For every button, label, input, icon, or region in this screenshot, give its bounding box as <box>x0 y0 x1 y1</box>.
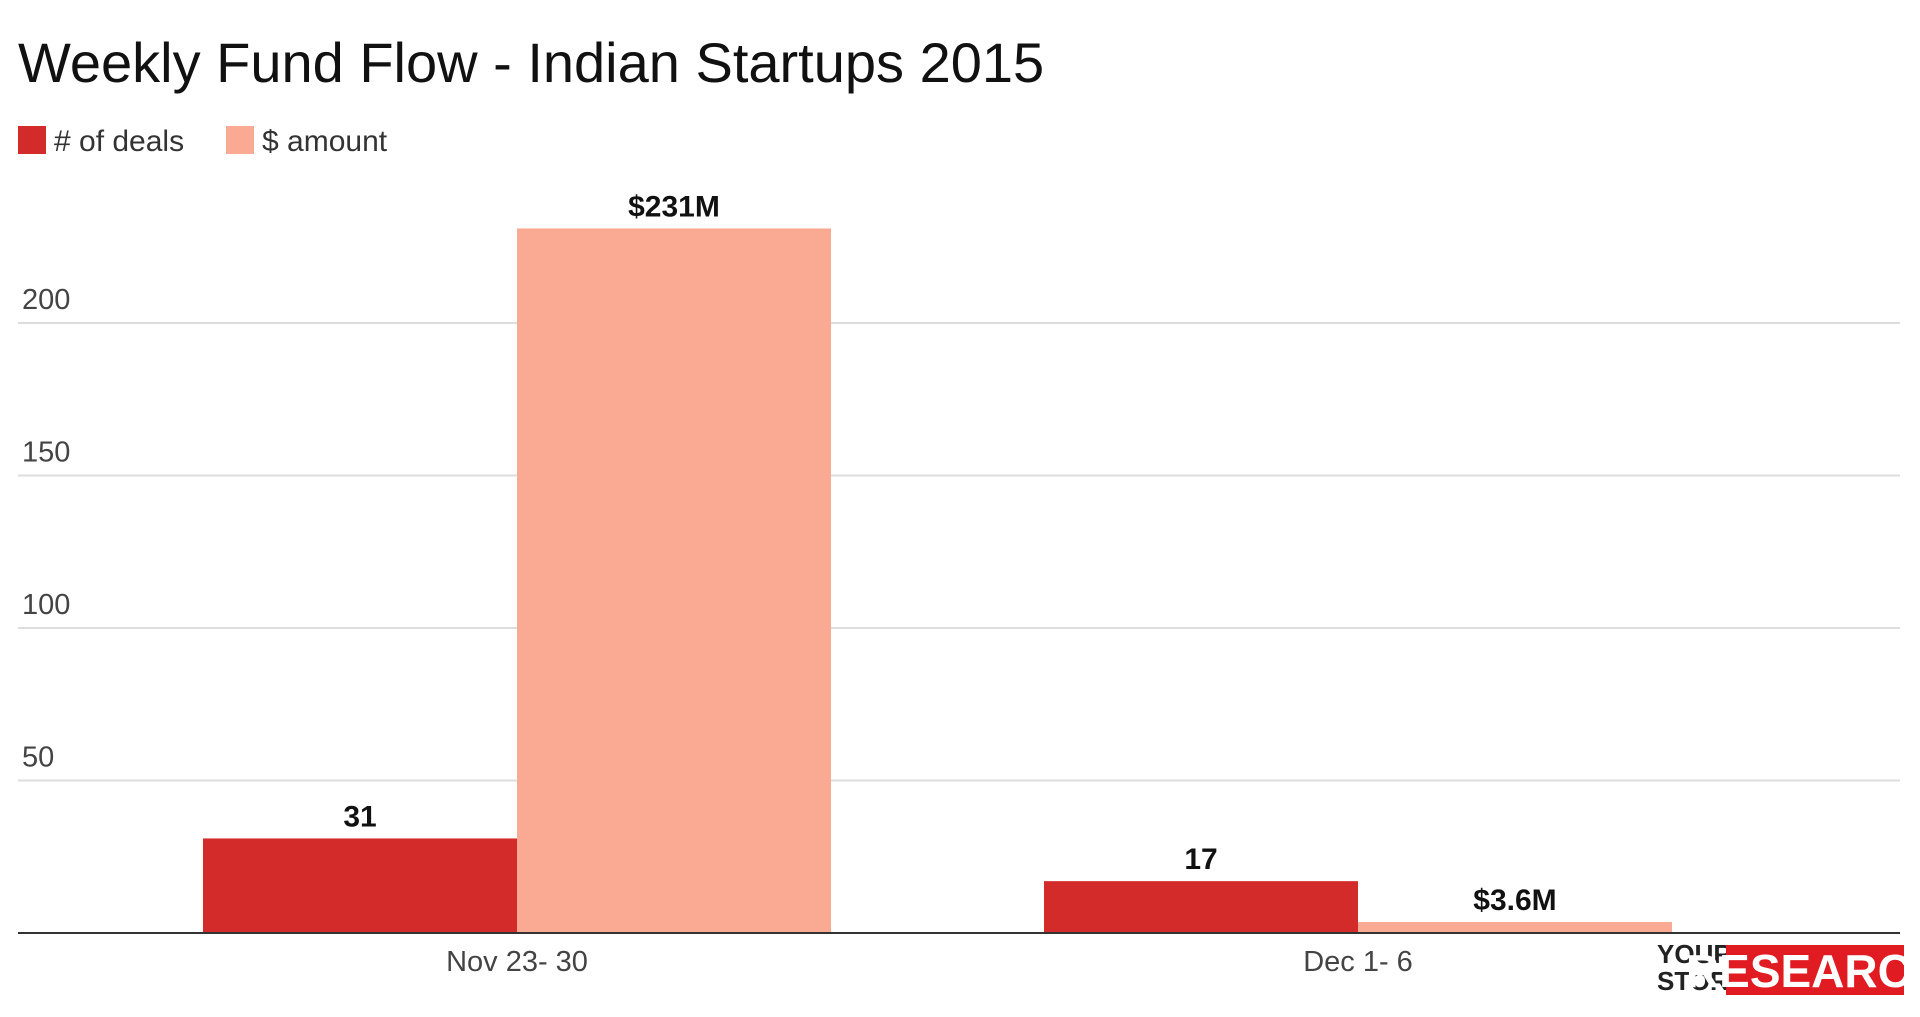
data-label-deals-2: 17 <box>1184 843 1217 876</box>
legend-swatch-amount <box>226 126 254 154</box>
yourstory-research-logo: YOUR STORY RESEARCH <box>1657 939 1920 997</box>
x-category-label-2: Dec 1- 6 <box>1303 946 1413 978</box>
bar-deals-1 <box>203 838 517 933</box>
data-label-amount-1: $231M <box>628 190 720 223</box>
y-tick-label-100: 100 <box>22 589 70 621</box>
data-label-deals-1: 31 <box>343 800 376 833</box>
data-labels: 31 17 $231M $3.6M <box>343 190 1556 917</box>
x-category-label-1: Nov 23- 30 <box>446 946 588 978</box>
legend-swatch-deals <box>18 126 46 154</box>
category-labels: Nov 23- 30 Dec 1- 6 <box>446 946 1413 978</box>
y-tick-label-50: 50 <box>22 742 54 774</box>
bar-amount-1 <box>517 228 831 933</box>
chart-title: Weekly Fund Flow - Indian Startups 2015 <box>18 31 1044 94</box>
bar-amount-2 <box>1358 922 1672 933</box>
y-tick-label-150: 150 <box>22 437 70 469</box>
logo-line-your: YOUR <box>1657 939 1732 969</box>
gridlines: 50 100 150 200 <box>18 284 1900 782</box>
bars <box>203 228 1672 933</box>
bar-deals-2 <box>1044 881 1358 933</box>
y-tick-label-200: 200 <box>22 284 70 316</box>
legend-label-amount: $ amount <box>262 125 388 158</box>
logo-research-box <box>1726 945 1904 995</box>
legend: # of deals $ amount <box>18 125 388 158</box>
legend-label-deals: # of deals <box>54 125 184 158</box>
data-label-amount-2: $3.6M <box>1473 884 1556 917</box>
logo-research-word: RESEARCH <box>1686 945 1920 997</box>
